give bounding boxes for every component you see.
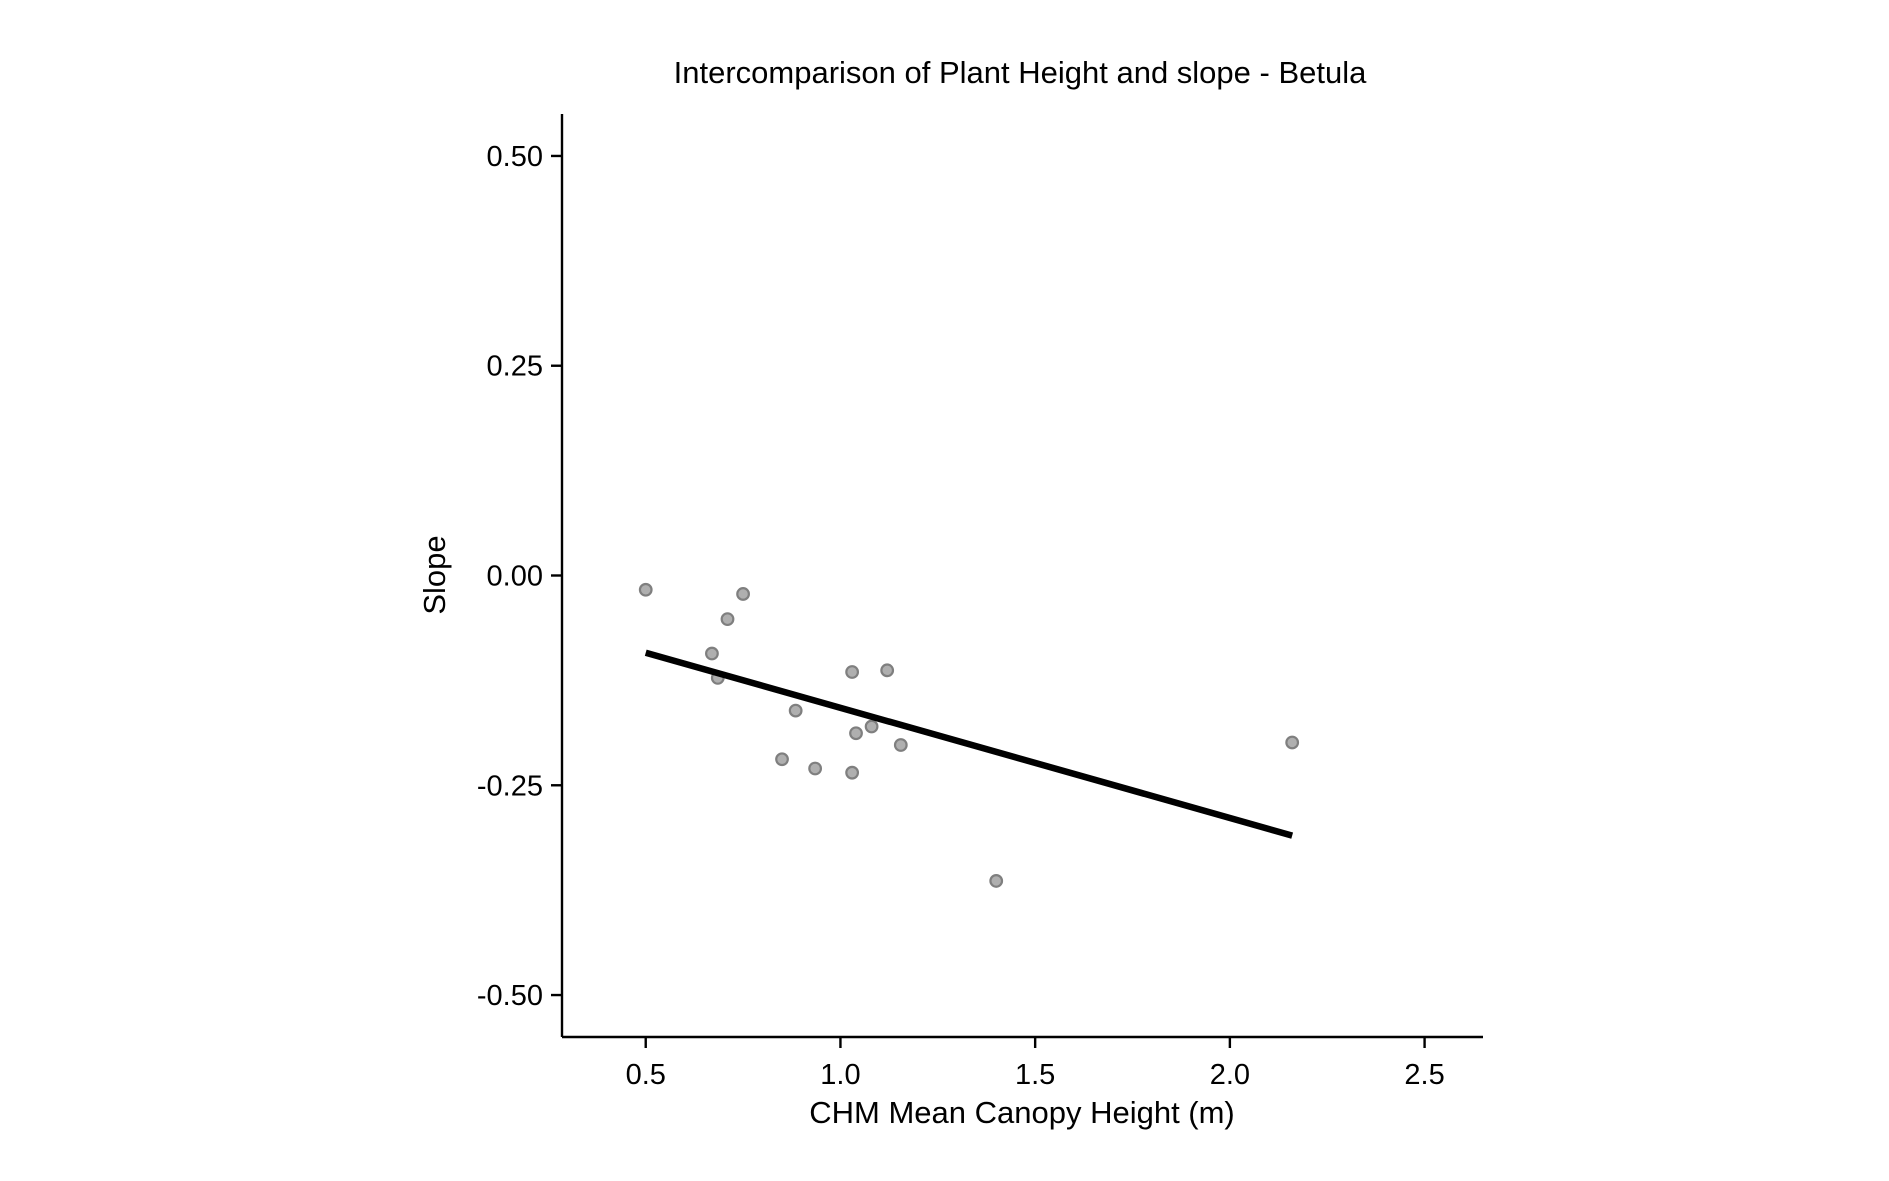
data-point [808, 761, 823, 776]
y-tick-label: 0.25 [487, 351, 543, 383]
x-axis-ticks: 0.5 1.0 1.5 2.0 2.5 [626, 1037, 1445, 1091]
data-point [720, 612, 735, 627]
data-point [1285, 735, 1300, 750]
data-point [788, 703, 803, 718]
y-axis-label: Slope [417, 535, 452, 614]
data-point [845, 765, 860, 780]
trend-line [644, 649, 1294, 839]
y-axis-ticks: 0.50 0.25 0.00 -0.25 -0.50 [477, 141, 562, 1012]
data-point [880, 663, 895, 678]
x-tick-label: 2.0 [1210, 1059, 1250, 1091]
data-point [845, 665, 860, 679]
y-tick-label: 0.50 [487, 141, 543, 173]
y-tick-label: 0.00 [487, 561, 543, 593]
x-tick-label: 0.5 [626, 1059, 666, 1091]
chart-title: Intercomparison of Plant Height and slop… [674, 55, 1367, 90]
data-point [989, 874, 1004, 888]
plot-area [638, 582, 1300, 888]
y-tick-label: -0.25 [477, 770, 543, 802]
data-point [736, 587, 750, 601]
x-tick-label: 2.5 [1404, 1059, 1444, 1091]
data-point [849, 726, 863, 741]
data-point [775, 752, 789, 767]
data-point [864, 719, 879, 734]
x-tick-label: 1.5 [1015, 1059, 1055, 1091]
data-point [638, 582, 653, 597]
x-tick-label: 1.0 [820, 1059, 860, 1091]
data-point [705, 646, 719, 661]
x-axis-label: CHM Mean Canopy Height (m) [809, 1095, 1235, 1130]
data-point [893, 738, 908, 752]
y-tick-label: -0.50 [477, 980, 543, 1012]
